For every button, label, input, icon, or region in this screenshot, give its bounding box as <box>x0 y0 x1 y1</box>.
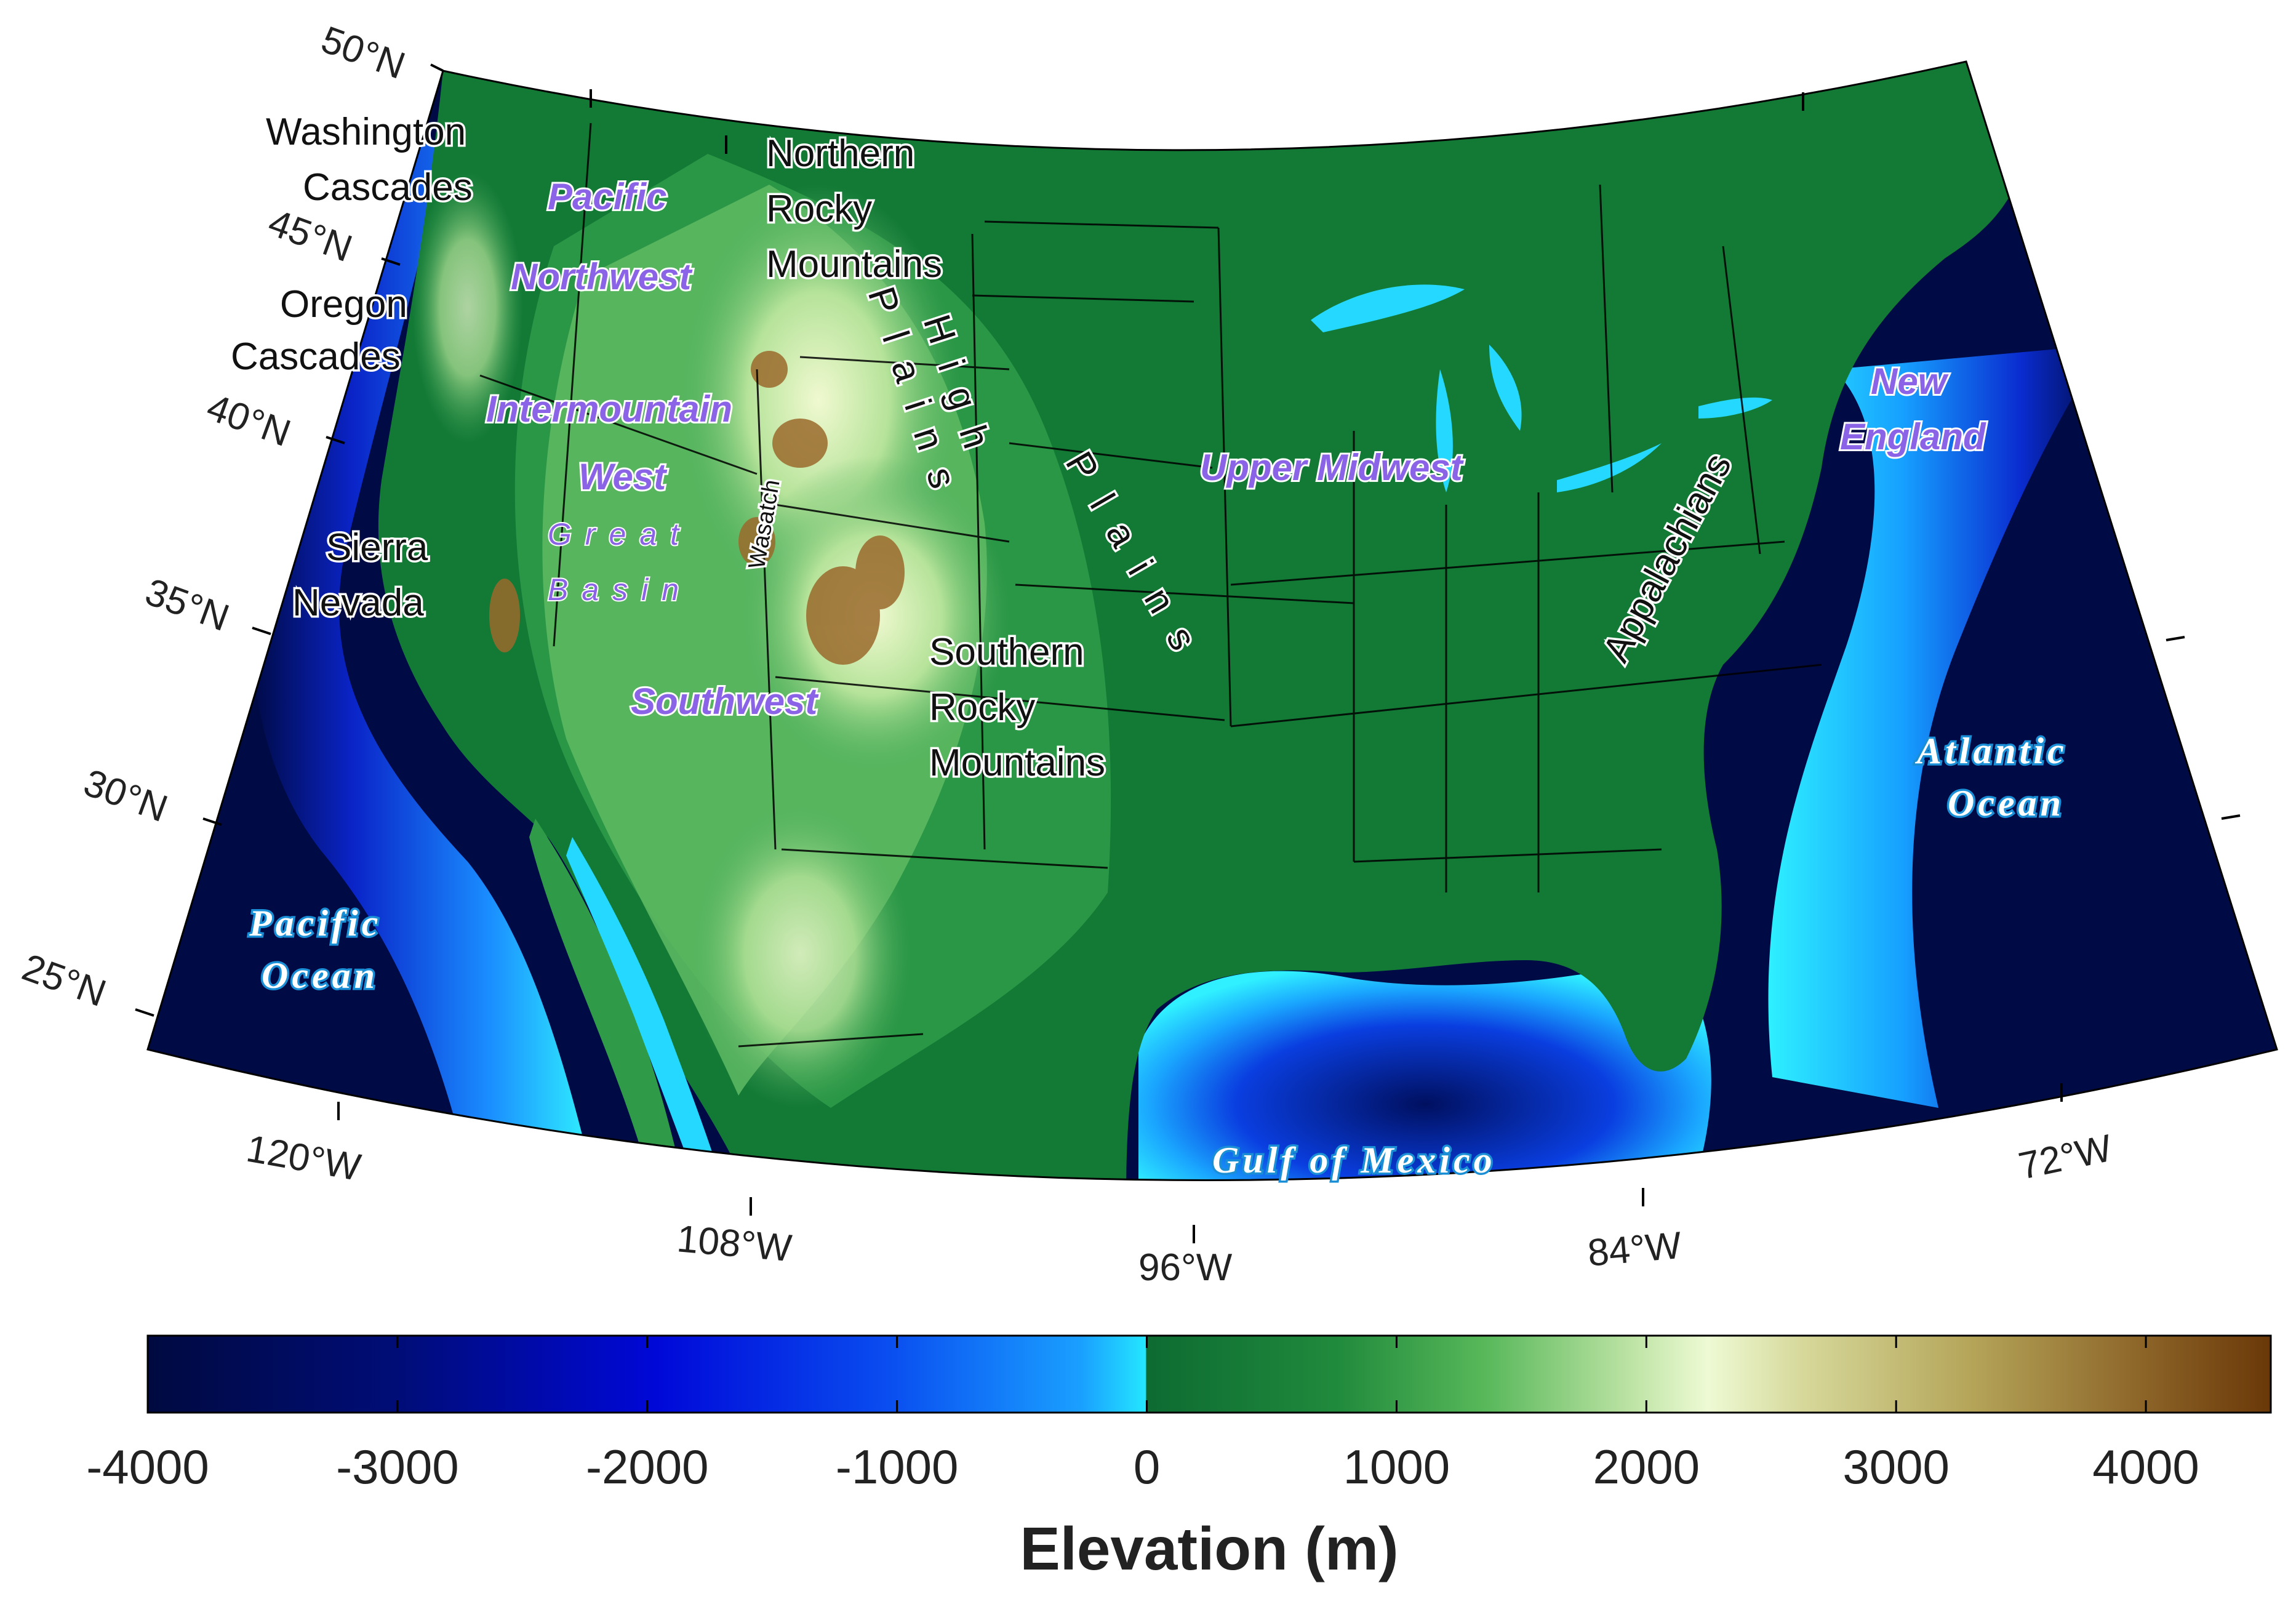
region-intermountain: Intermountain <box>486 388 732 430</box>
region-new: New <box>1871 361 1949 402</box>
ocean-gulf: Gulf of Mexico <box>1212 1140 1496 1181</box>
longitude-labels: 120°W 108°W 96°W 84°W 72°W <box>243 1127 2116 1289</box>
ocean-atlantic-2: Ocean <box>1948 783 2065 824</box>
gulf-of-california <box>566 837 714 1163</box>
gulf-water <box>1138 960 1711 1181</box>
lat-label-45: 45°N <box>263 201 358 270</box>
colorbar-gradient <box>146 1334 2272 1414</box>
feature-southern: Southern <box>929 631 1084 673</box>
ocean-labels: Pacific Ocean Atlantic Ocean Gulf of Mex… <box>247 729 2068 1183</box>
feature-northern: Northern <box>766 132 914 175</box>
colorbar-tick-label: -1000 <box>836 1440 959 1494</box>
colorbar-tick-label: 1000 <box>1343 1440 1450 1494</box>
lat-label-50: 50°N <box>316 18 410 87</box>
region-southwest: Southwest <box>631 681 819 722</box>
colorbar-tick-label: -3000 <box>336 1440 459 1494</box>
map-frame <box>146 60 2278 1181</box>
lon-label-84: 84°W <box>1586 1224 1683 1275</box>
colorbar-label: Elevation (m) <box>1020 1515 1398 1582</box>
region-basin: Basin <box>548 572 692 607</box>
feature-wa-cascades: Cascades <box>303 166 473 209</box>
lon-label-108: 108°W <box>675 1217 794 1270</box>
feature-or-cascades: Cascades <box>231 335 401 378</box>
map-area <box>148 62 2277 1181</box>
lon-label-120: 120°W <box>243 1128 364 1189</box>
lat-label-35: 35°N <box>140 571 234 640</box>
ocean-pacific-2: Ocean <box>262 955 378 996</box>
graticule-ticks <box>135 63 2241 1243</box>
colorbar: -4000 -3000 -2000 -1000 0 1000 2000 3000 4000 El… <box>86 1334 2272 1582</box>
ocean-atlantic-1: Atlantic <box>1914 731 2068 771</box>
mountain-peaks <box>489 351 905 665</box>
feature-rocky-north: Rocky <box>766 188 872 230</box>
lat-label-25: 25°N <box>17 946 111 1015</box>
state-borders <box>479 122 1822 1048</box>
feature-oregon: Oregon <box>280 283 407 326</box>
colorbar-tick-label: 3000 <box>1842 1440 1950 1494</box>
feature-washington: Washington <box>266 111 466 153</box>
region-pacific: Pacific <box>548 176 666 217</box>
colorbar-tick-label: 0 <box>1134 1440 1160 1494</box>
colorbar-tick-label: 4000 <box>2092 1440 2199 1494</box>
lon-label-96: 96°W <box>1138 1246 1233 1289</box>
great-lakes <box>1311 284 1772 492</box>
lon-label-72: 72°W <box>2015 1127 2116 1188</box>
feature-nevada: Nevada <box>292 582 424 624</box>
region-great: Great <box>548 517 692 551</box>
cascade-glow <box>412 172 523 443</box>
colorbar-tick-label: -2000 <box>586 1440 709 1494</box>
feature-mountains-south: Mountains <box>929 742 1105 784</box>
region-labels: Pacific Northwest Intermountain West Gre… <box>484 174 1988 724</box>
lat-label-40: 40°N <box>201 386 296 455</box>
ocean-pacific-1: Pacific <box>249 903 382 944</box>
feature-rocky-south: Rocky <box>929 686 1035 729</box>
region-upper-midwest: Upper Midwest <box>1200 447 1465 488</box>
feature-sierra: Sierra <box>326 526 428 569</box>
colorbar-tick-label: -4000 <box>86 1440 209 1494</box>
colorbar-ticks: -4000 -3000 -2000 -1000 0 1000 2000 3000 4000 <box>86 1336 2199 1494</box>
region-northwest: Northwest <box>511 256 693 297</box>
atlantic-shelf <box>1768 345 2105 1108</box>
lat-label-30: 30°N <box>78 761 173 830</box>
feature-mountains-north: Mountains <box>766 243 942 286</box>
colorbar-tick-label: 2000 <box>1593 1440 1700 1494</box>
region-england: England <box>1840 416 1986 457</box>
region-west: West <box>578 456 668 497</box>
sierra-madre-glow <box>689 800 911 1108</box>
baja-peninsula <box>529 819 683 1181</box>
